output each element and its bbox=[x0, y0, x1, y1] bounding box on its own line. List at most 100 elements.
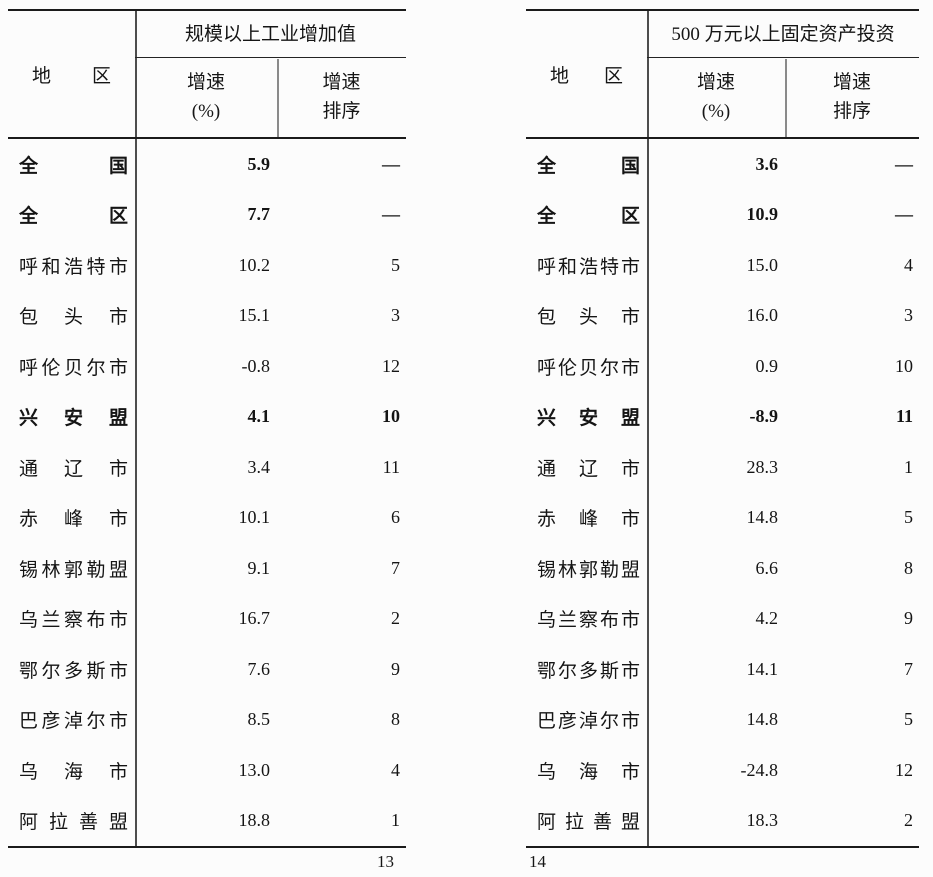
region-cell: 呼伦贝尔市 bbox=[19, 357, 128, 379]
region-header-label: 地区 bbox=[550, 65, 623, 87]
rank-cell: 6 bbox=[391, 507, 400, 528]
table-row: 巴彦淖尔市 8.5 8 bbox=[8, 695, 406, 746]
growth-rate-cell: 4.1 bbox=[247, 406, 271, 427]
growth-rate-cell: 3.4 bbox=[247, 456, 271, 477]
header-divider-line bbox=[277, 58, 279, 137]
growth-rate-cell: 15.0 bbox=[746, 254, 779, 275]
table-fixed-asset-investment: 地区 500 万元以上固定资产投资 增速 (%) 增速 排序 全国 3.6 bbox=[526, 9, 919, 871]
table-row: 鄂尔多斯市 7.6 9 bbox=[8, 644, 406, 695]
table-row: 全区 10.9 — bbox=[526, 190, 919, 241]
growth-rate-cell: -24.8 bbox=[740, 759, 779, 780]
growth-rate-cell: 10.9 bbox=[746, 204, 779, 225]
region-cell: 赤峰市 bbox=[537, 509, 640, 531]
table-row: 包头市 15.1 3 bbox=[8, 291, 406, 342]
rank-cell: 7 bbox=[904, 658, 913, 679]
growth-rate-cell: 16.7 bbox=[238, 608, 271, 629]
rank-cell: 5 bbox=[904, 709, 913, 730]
rank-cell: — bbox=[895, 153, 913, 174]
region-cell: 巴彦淖尔市 bbox=[537, 711, 640, 733]
rank-cell: — bbox=[382, 153, 400, 174]
span-header-label: 500 万元以上固定资产投资 bbox=[647, 11, 919, 58]
region-cell: 乌兰察布市 bbox=[537, 610, 640, 632]
growth-rate-cell: 7.7 bbox=[247, 204, 271, 225]
table-row: 乌海市 13.0 4 bbox=[8, 745, 406, 796]
table-row: 通辽市 28.3 1 bbox=[526, 442, 919, 493]
growth-rate-cell: 5.9 bbox=[247, 153, 271, 174]
growth-rate-cell: 14.8 bbox=[746, 507, 779, 528]
rank-cell: 1 bbox=[391, 810, 400, 831]
growth-rate-cell: 15.1 bbox=[238, 305, 271, 326]
region-cell: 呼伦贝尔市 bbox=[537, 357, 640, 379]
rank-cell: 12 bbox=[895, 759, 913, 780]
table-header: 地区 规模以上工业增加值 增速 (%) 增速 排序 bbox=[8, 11, 406, 139]
rank-cell: 3 bbox=[904, 305, 913, 326]
table-row: 阿拉善盟 18.8 1 bbox=[8, 796, 406, 847]
growth-rate-cell: 14.1 bbox=[746, 658, 779, 679]
rank-header-line1: 增速 bbox=[322, 72, 361, 94]
rank-cell: 9 bbox=[391, 658, 400, 679]
growth-rate-cell: 28.3 bbox=[746, 456, 779, 477]
table-row: 乌兰察布市 4.2 9 bbox=[526, 594, 919, 645]
rank-header-line1: 增速 bbox=[832, 72, 871, 94]
rank-cell: 8 bbox=[391, 709, 400, 730]
table-row: 通辽市 3.4 11 bbox=[8, 442, 406, 493]
growth-header-line2: (%) bbox=[191, 101, 221, 123]
growth-rate-cell: 9.1 bbox=[247, 557, 271, 578]
table-row: 乌兰察布市 16.7 2 bbox=[8, 594, 406, 645]
region-cell: 包头市 bbox=[19, 307, 128, 329]
region-cell: 鄂尔多斯市 bbox=[537, 660, 640, 682]
rank-cell: 7 bbox=[391, 557, 400, 578]
growth-rate-cell: 18.3 bbox=[746, 810, 779, 831]
table-row: 包头市 16.0 3 bbox=[526, 291, 919, 342]
rank-cell: 1 bbox=[904, 456, 913, 477]
rank-cell: 11 bbox=[382, 456, 400, 477]
region-cell: 阿拉善盟 bbox=[537, 812, 640, 834]
table-row: 全国 5.9 — bbox=[8, 139, 406, 190]
page-number: 14 bbox=[529, 852, 546, 871]
growth-rate-cell: -0.8 bbox=[241, 355, 271, 376]
region-cell: 鄂尔多斯市 bbox=[19, 660, 128, 682]
table-row: 锡林郭勒盟 6.6 8 bbox=[526, 543, 919, 594]
region-header-label: 地区 bbox=[32, 65, 111, 87]
page-number: 13 bbox=[377, 852, 394, 871]
table-row: 全国 3.6 — bbox=[526, 139, 919, 190]
growth-rate-cell: 3.6 bbox=[755, 153, 779, 174]
table-body: 全国 3.6 — 全区 10.9 — 呼和浩特市 15.0 4 包头市 bbox=[526, 139, 919, 846]
span-header-label: 规模以上工业增加值 bbox=[135, 11, 406, 58]
growth-header-line1: 增速 bbox=[186, 72, 225, 94]
rank-column-header: 增速 排序 bbox=[277, 58, 406, 137]
growth-rate-cell: 14.8 bbox=[746, 709, 779, 730]
growth-header-line2: (%) bbox=[701, 101, 731, 123]
table-row: 呼伦贝尔市 0.9 10 bbox=[526, 341, 919, 392]
rank-cell: 2 bbox=[391, 608, 400, 629]
rank-cell: 4 bbox=[391, 759, 400, 780]
rank-cell: 4 bbox=[904, 254, 913, 275]
table-row: 巴彦淖尔市 14.8 5 bbox=[526, 695, 919, 746]
region-cell: 全国 bbox=[537, 155, 640, 177]
growth-rate-cell: 4.2 bbox=[755, 608, 779, 629]
growth-rate-cell: 10.2 bbox=[238, 254, 271, 275]
table-row: 兴安盟 4.1 10 bbox=[8, 392, 406, 443]
sub-header-row: 增速 (%) 增速 排序 bbox=[647, 58, 919, 137]
rank-cell: 3 bbox=[391, 305, 400, 326]
growth-rate-cell: 8.5 bbox=[247, 709, 271, 730]
rank-header-line2: 排序 bbox=[322, 101, 361, 123]
region-cell: 巴彦淖尔市 bbox=[19, 711, 128, 733]
rank-cell: 12 bbox=[382, 355, 400, 376]
region-cell: 乌海市 bbox=[537, 761, 640, 783]
region-cell: 通辽市 bbox=[19, 458, 128, 480]
growth-rate-cell: -8.9 bbox=[749, 406, 779, 427]
growth-column-header: 增速 (%) bbox=[135, 58, 277, 137]
region-cell: 包头市 bbox=[537, 307, 640, 329]
rank-cell: — bbox=[382, 204, 400, 225]
table-row: 呼和浩特市 10.2 5 bbox=[8, 240, 406, 291]
rank-cell: 2 bbox=[904, 810, 913, 831]
table-row: 呼伦贝尔市 -0.8 12 bbox=[8, 341, 406, 392]
region-cell: 通辽市 bbox=[537, 458, 640, 480]
region-cell: 乌兰察布市 bbox=[19, 610, 128, 632]
region-cell: 阿拉善盟 bbox=[19, 812, 128, 834]
region-column-header: 地区 bbox=[526, 11, 647, 137]
rank-header-line2: 排序 bbox=[832, 101, 871, 123]
rank-cell: 10 bbox=[382, 406, 400, 427]
